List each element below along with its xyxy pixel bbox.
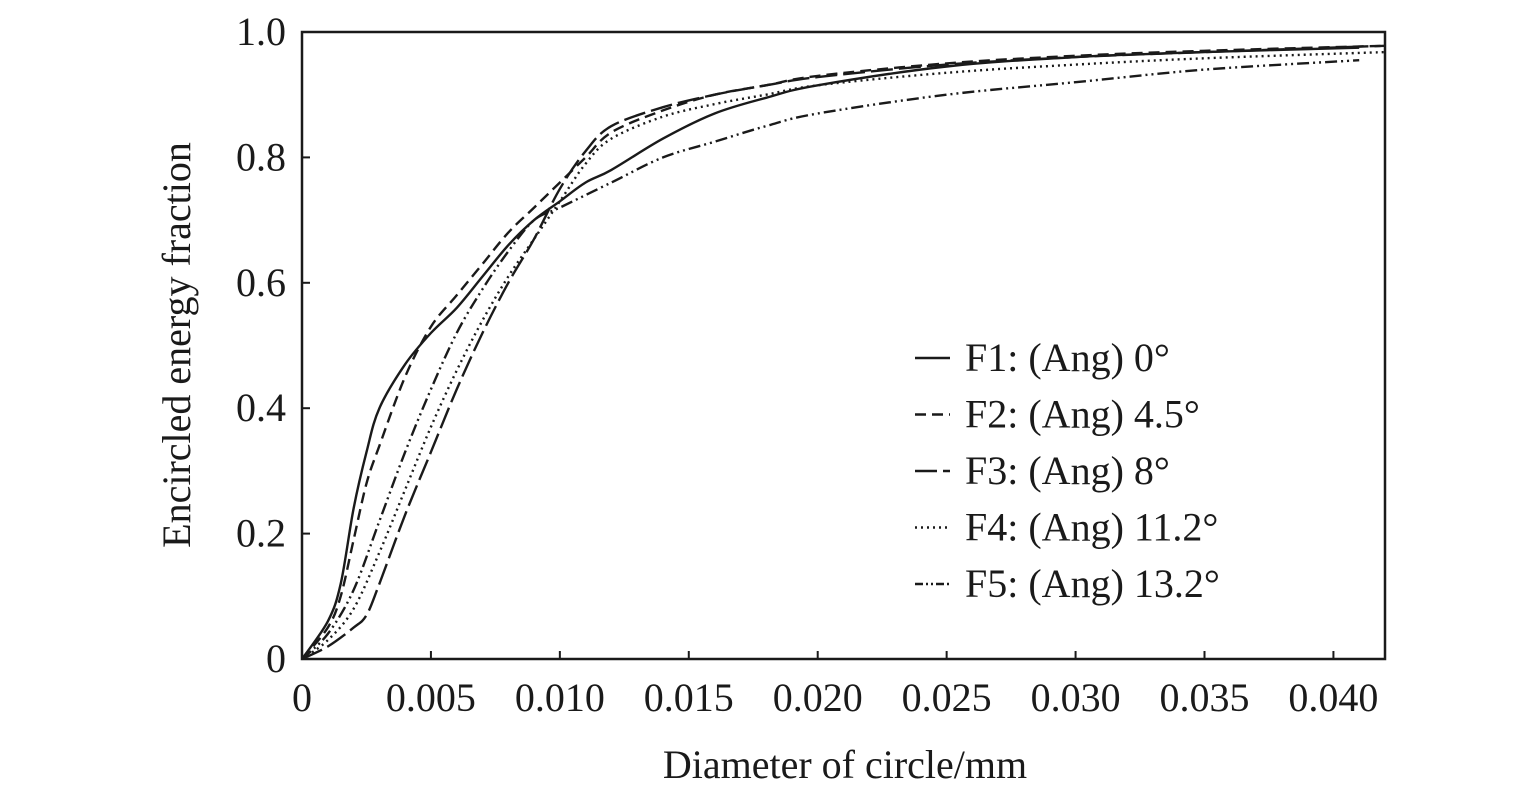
ticks-layer: 0 0.005 0.010 0.015 0.020 0.025 0.030 0.035 0.04… (236, 9, 1378, 720)
legend-label-f3: F3: (Ang) 8° (965, 448, 1170, 493)
x-tick-label: 0.025 (902, 675, 992, 720)
legend: F1: (Ang) 0° F2: (Ang) 4.5° F3: (Ang) 8° F4… (915, 335, 1220, 606)
series-line-f2 (301, 44, 1386, 660)
x-tick-label: 0.040 (1288, 675, 1378, 720)
x-tick-label: 0.010 (515, 675, 605, 720)
x-tick-label: 0 (292, 675, 312, 720)
series-line-f3 (301, 44, 1386, 661)
y-tick-label: 0 (266, 636, 286, 681)
y-axis-title: Encircled energy fraction (154, 142, 199, 548)
y-tick-label: 0.6 (236, 260, 286, 305)
x-tick-label: 0.020 (773, 675, 863, 720)
series-line-f4 (301, 50, 1386, 660)
x-tick-label: 0.005 (386, 675, 476, 720)
plot-frame (300, 30, 1387, 661)
plot-area (300, 30, 1387, 661)
legend-label-f5: F5: (Ang) 13.2° (965, 561, 1220, 606)
y-tick-label: 1.0 (236, 9, 286, 54)
series-line-f1 (301, 46, 1360, 660)
y-tick-label: 0.2 (236, 511, 286, 556)
y-tick-label: 0.8 (236, 134, 286, 179)
legend-label-f4: F4: (Ang) 11.2° (965, 505, 1218, 550)
y-tick-label: 0.4 (236, 385, 286, 430)
series-layer (301, 44, 1386, 661)
x-tick-label: 0.015 (644, 675, 734, 720)
series-line-f5 (301, 59, 1360, 660)
legend-label-f1: F1: (Ang) 0° (965, 335, 1170, 380)
legend-label-f2: F2: (Ang) 4.5° (965, 392, 1200, 437)
x-tick-label: 0.030 (1031, 675, 1121, 720)
x-axis-title: Diameter of circle/mm (663, 742, 1027, 787)
x-tick-label: 0.035 (1160, 675, 1250, 720)
